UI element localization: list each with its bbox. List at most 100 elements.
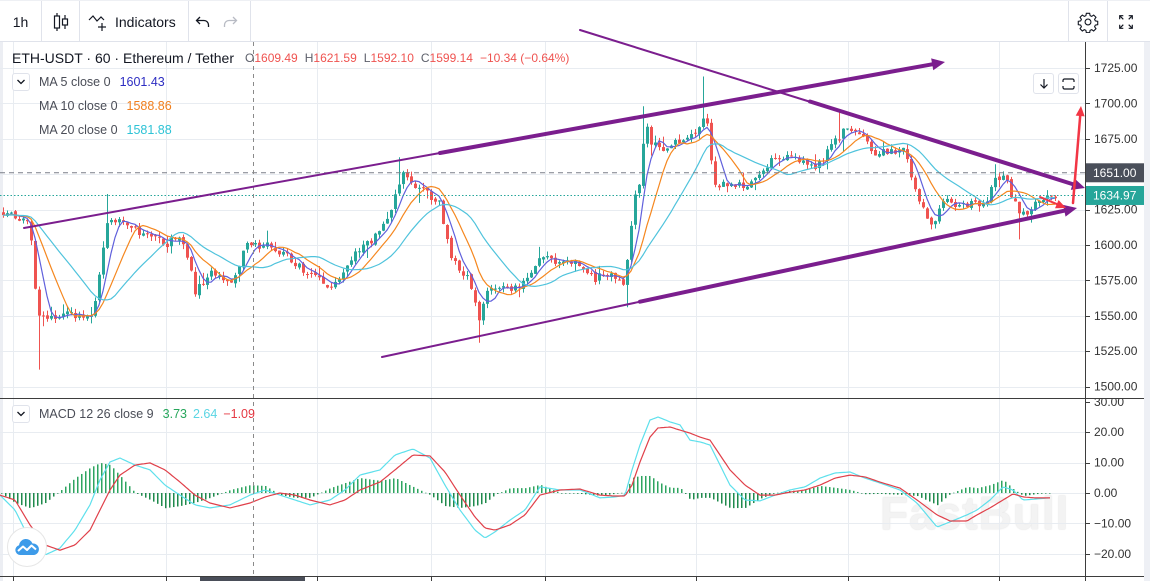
candle	[806, 158, 809, 170]
high-label: H	[304, 51, 314, 65]
candle	[874, 146, 877, 156]
candle	[606, 273, 609, 281]
undo-button[interactable]	[189, 1, 216, 42]
candle-body	[1046, 195, 1049, 199]
candle-body	[686, 137, 689, 140]
candle-body	[990, 186, 993, 203]
candle-body	[74, 312, 77, 319]
macd-axis-labels: 30.00 20.00 10.00 0.00 −10.00 −20.00	[1085, 399, 1131, 561]
candle-body	[706, 118, 709, 124]
candle	[270, 241, 273, 251]
candle	[966, 201, 969, 208]
candle-body	[898, 150, 901, 153]
candle	[686, 134, 689, 141]
candle-body	[326, 285, 329, 288]
histogram-bar	[745, 493, 747, 508]
candle-body	[446, 224, 449, 240]
ma-legend-collapse-button[interactable]	[12, 73, 30, 91]
histogram-bar	[177, 493, 179, 507]
histogram-bar	[253, 485, 255, 493]
candle	[398, 157, 401, 197]
histogram-bar	[557, 491, 559, 493]
histogram-bar	[173, 493, 175, 508]
candle-body	[110, 219, 113, 223]
histogram-bar	[533, 486, 535, 493]
histogram-bar	[381, 480, 383, 493]
candle	[10, 211, 13, 215]
interval-button[interactable]: 1h	[0, 1, 41, 42]
ma10-legend[interactable]: MA 10 close 0 1588.86	[39, 99, 172, 113]
candle	[922, 198, 925, 209]
histogram-bar	[197, 493, 199, 503]
candle	[230, 279, 233, 283]
candle	[542, 256, 545, 264]
candle	[34, 239, 37, 290]
maximize-pane-button[interactable]	[1058, 73, 1079, 94]
candle	[194, 267, 197, 297]
histogram-bar	[497, 493, 499, 494]
candle-body	[498, 287, 501, 289]
histogram-bar	[241, 487, 243, 493]
candle-body	[206, 277, 209, 285]
candle	[562, 259, 565, 267]
ma20-legend[interactable]: MA 20 close 0 1581.88	[39, 123, 172, 137]
candle-body	[230, 280, 233, 283]
candle	[506, 283, 509, 289]
chart-type-button[interactable]	[42, 1, 79, 42]
candle	[62, 304, 65, 320]
indicators-button[interactable]: Indicators	[80, 1, 188, 42]
candle	[1038, 200, 1041, 207]
candle-body	[678, 139, 681, 143]
candle	[722, 179, 725, 187]
candle	[502, 282, 505, 293]
histogram-bar	[289, 493, 291, 497]
redo-button[interactable]	[216, 1, 244, 42]
candle-body	[250, 242, 253, 246]
candle-body	[346, 265, 349, 272]
candle-body	[1014, 198, 1017, 202]
ma5-legend[interactable]: MA 5 close 0 1601.43	[39, 75, 165, 89]
candle-body	[846, 128, 849, 130]
candle	[826, 145, 829, 170]
macd-legend[interactable]: MACD 12 26 close 9 3.73 2.64 −1.09	[39, 407, 255, 421]
scroll-to-latest-button[interactable]	[1033, 73, 1054, 94]
candle	[978, 199, 981, 212]
candle-body	[906, 149, 909, 160]
candle-body	[86, 315, 89, 319]
candle-body	[102, 247, 105, 275]
candle-body	[58, 317, 61, 319]
redo-icon	[223, 16, 238, 27]
histogram-bar	[41, 493, 43, 505]
histogram-bar	[773, 493, 775, 494]
candle	[970, 198, 973, 210]
candle	[490, 284, 493, 295]
candle	[986, 196, 989, 207]
candle-body	[286, 251, 289, 254]
fullscreen-button[interactable]	[1108, 1, 1144, 42]
candle	[834, 135, 837, 149]
candle	[818, 159, 821, 173]
candle	[746, 185, 749, 191]
candle-body	[178, 237, 181, 241]
symbol-title: ETH-USDT · 60 · Ethereum / Tether	[12, 50, 234, 66]
candle	[990, 185, 993, 204]
candle-body	[38, 289, 41, 316]
candle-body	[202, 283, 205, 285]
candle-body	[938, 208, 941, 222]
histogram-bar	[185, 493, 187, 505]
histogram-bar	[325, 490, 327, 493]
settings-button[interactable]	[1069, 1, 1107, 42]
brand-logo[interactable]	[7, 527, 47, 567]
candle-body	[698, 127, 701, 135]
macd-legend-collapse-button[interactable]	[12, 405, 30, 423]
candle-body	[802, 160, 805, 163]
histogram-bar	[545, 486, 547, 493]
candle-body	[490, 288, 493, 291]
candle-body	[566, 260, 569, 262]
histogram-bar	[189, 493, 191, 505]
candle-body	[458, 260, 461, 271]
candle	[454, 255, 457, 265]
candle-body	[806, 159, 809, 165]
histogram-bar	[121, 477, 123, 493]
candle-body	[790, 155, 793, 157]
